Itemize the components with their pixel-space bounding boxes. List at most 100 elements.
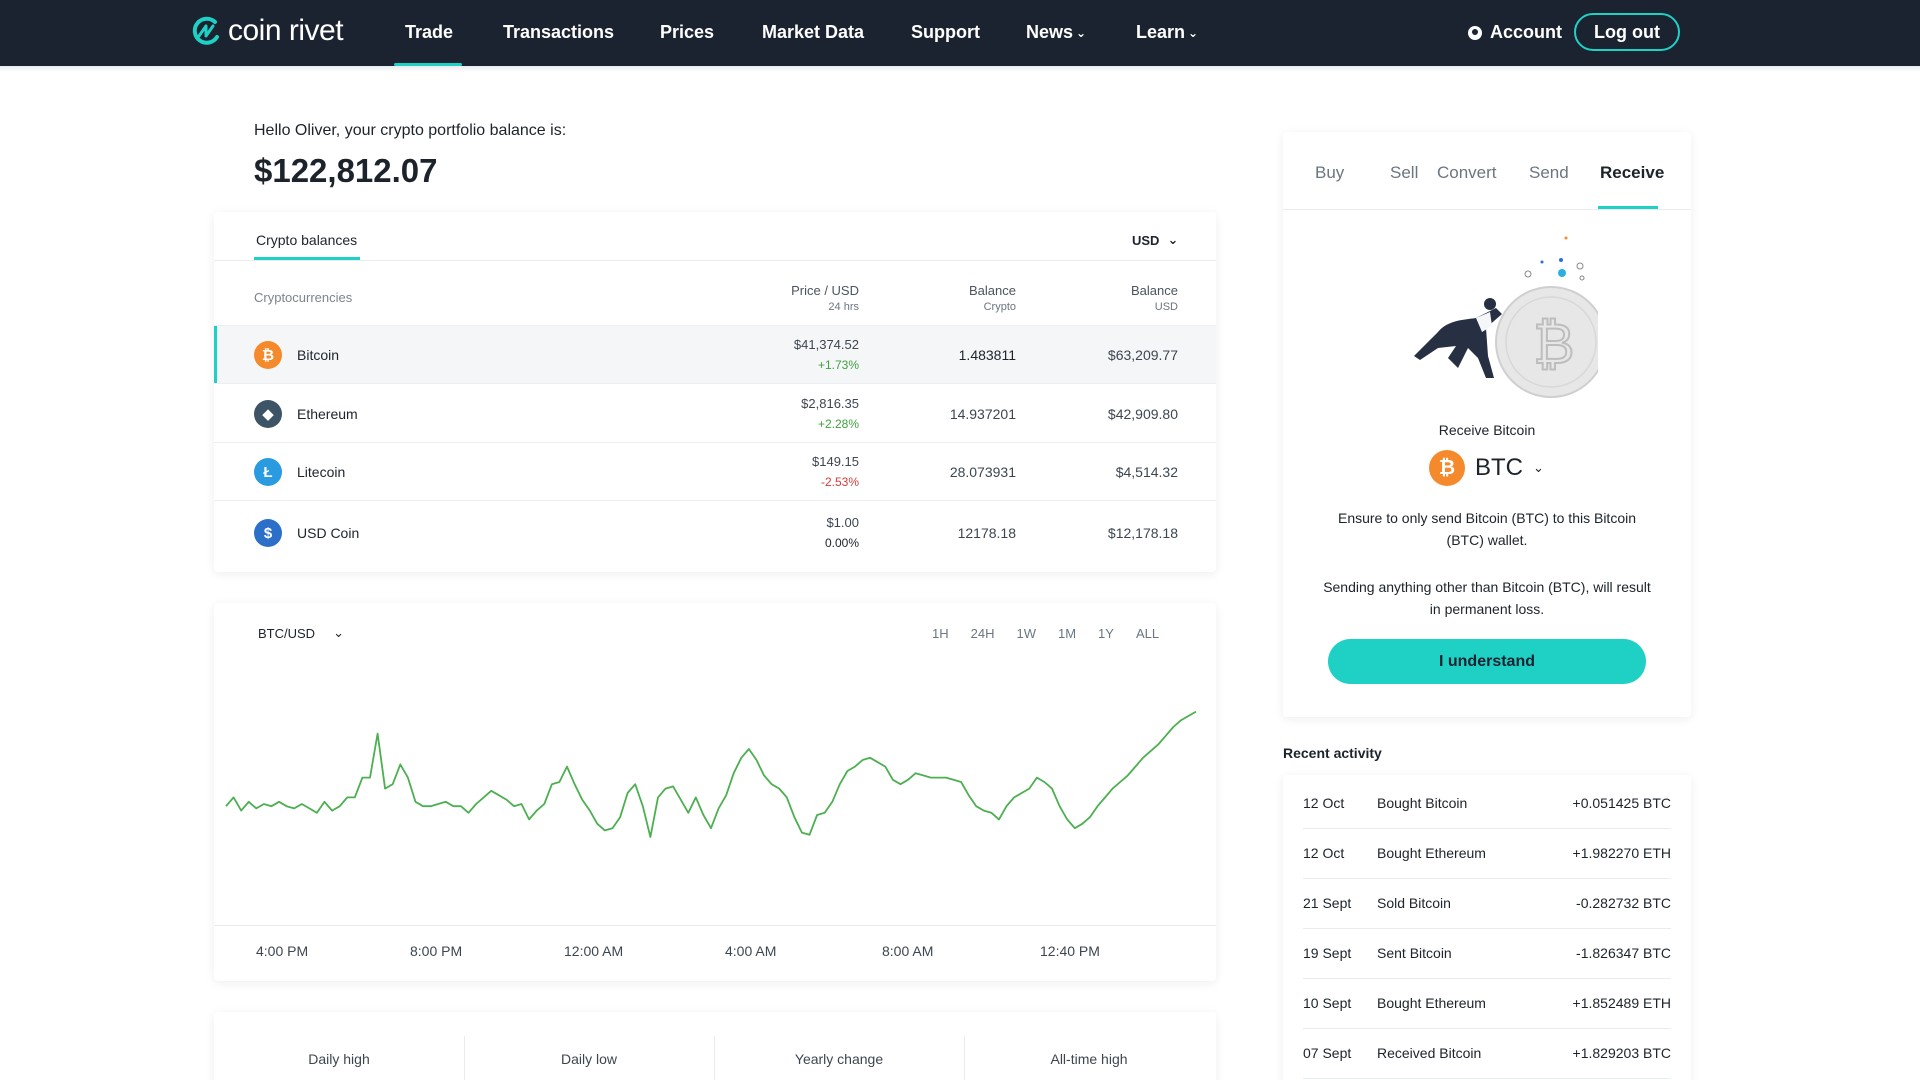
currency-select[interactable]: USD ⌄ (1132, 232, 1178, 248)
nav-market-data[interactable]: Market Data (762, 22, 865, 42)
tab-sell[interactable]: Sell (1390, 163, 1419, 182)
balance-row-ethereum[interactable]: ◆ Ethereum $2,816.35 +2.28% 14.937201 $42,909… (214, 383, 1216, 442)
nav-support[interactable]: Support (911, 22, 980, 42)
recent-activity-list: 12 Oct Bought Bitcoin +0.051425 BTC 12 Oct B… (1283, 775, 1691, 1080)
top-nav: coin rivet Trade Transactions Prices Mar… (0, 0, 1920, 66)
activity-amount: -1.826347 BTC (1576, 945, 1671, 961)
price-value: $149.15 (812, 454, 859, 469)
brand-logo[interactable]: coin rivet (190, 14, 344, 48)
tab-buy[interactable]: Buy (1315, 163, 1345, 182)
stat-all-time-high: All-time high (964, 1051, 1214, 1073)
activity-date: 21 Sept (1303, 895, 1352, 911)
x-tick-label: 8:00 AM (882, 943, 934, 959)
trade-panel: Buy Sell Convert Send Receive ₿ Receive … (1283, 132, 1691, 717)
balance-row-usd-coin[interactable]: $ USD Coin $1.00 0.00% 12178.18 $12,178.18 (214, 500, 1216, 564)
col-header-balance-crypto: Balance Crypto (969, 282, 1016, 316)
coin-name: Litecoin (297, 464, 346, 480)
range-tab-24h[interactable]: 24H (970, 626, 995, 641)
nav-trade[interactable]: Trade (405, 22, 454, 42)
balance-row-litecoin[interactable]: Ł Litecoin $149.15 -2.53% 28.073931 $4,514.32 (214, 442, 1216, 500)
nav-prices[interactable]: Prices (660, 22, 715, 42)
tab-send[interactable]: Send (1529, 163, 1569, 182)
divider (964, 1036, 965, 1080)
activity-row[interactable]: 10 Sept Bought Ethereum +1.852489 ETH (1303, 979, 1671, 1029)
activity-date: 10 Sept (1303, 995, 1352, 1011)
col-header-price: Price / USD 24 hrs (791, 282, 859, 316)
nav-news[interactable]: News ⌄ (1026, 22, 1086, 43)
balance-row-bitcoin[interactable]: ₿ Bitcoin $41,374.52 +1.73% 1.483811 $63,209.… (214, 325, 1216, 383)
nav-transactions[interactable]: Transactions (503, 22, 615, 42)
tab-active-indicator (254, 257, 360, 260)
chevron-down-icon: ⌄ (1188, 26, 1199, 40)
pair-value: BTC/USD (258, 625, 316, 641)
range-tab-1h[interactable]: 1H (932, 626, 949, 641)
portfolio-total: $122,812.07 (254, 152, 438, 189)
activity-amount: +1.829203 BTC (1572, 1045, 1671, 1061)
brand-name: coin rivet (228, 14, 344, 47)
stat-label: Daily low (560, 1051, 617, 1067)
nav-shadow (0, 66, 1920, 72)
col-header-usd-label: Balance (1131, 283, 1178, 298)
x-axis-line (214, 925, 1216, 926)
range-tab-1y[interactable]: 1Y (1098, 626, 1114, 641)
tab-active-indicator (1598, 206, 1658, 209)
crypto-balances-card: Crypto balances USD ⌄ Cryptocurrencies P… (214, 212, 1216, 572)
x-tick-label: 12:00 AM (564, 943, 624, 959)
col-header-price-label: Price / USD (791, 283, 859, 298)
account-link[interactable]: Account (1468, 22, 1562, 43)
tab-convert[interactable]: Convert (1437, 163, 1497, 182)
activity-row[interactable]: 12 Oct Bought Ethereum +1.982270 ETH (1303, 829, 1671, 879)
receive-bitcoin-illustration: ₿ (1414, 236, 1598, 398)
activity-description: Bought Ethereum (1377, 995, 1486, 1011)
activity-description: Bought Bitcoin (1377, 795, 1468, 811)
col-header-crypto-label: Balance (969, 283, 1016, 298)
activity-row[interactable]: 12 Oct Bought Bitcoin +0.051425 BTC (1303, 779, 1671, 829)
activity-amount: +1.982270 ETH (1572, 845, 1671, 861)
coin-select[interactable]: ₿ BTC ⌄ (1429, 450, 1544, 486)
currency-value: USD (1132, 232, 1160, 248)
range-tab-1w[interactable]: 1W (1016, 626, 1036, 641)
range-tab-1m[interactable]: 1M (1057, 626, 1077, 641)
price-value: $1.00 (826, 515, 859, 530)
activity-description: Received Bitcoin (1377, 1045, 1482, 1061)
divider (464, 1036, 465, 1080)
balance-usd: $12,178.18 (1107, 525, 1178, 541)
coin-price: $41,374.52 +1.73% (794, 335, 859, 375)
activity-description: Bought Ethereum (1377, 845, 1486, 861)
receive-title: Receive Bitcoin (1438, 422, 1536, 438)
logout-button[interactable]: Log out (1574, 13, 1680, 51)
col-header-balance-usd: Balance USD (1131, 282, 1178, 316)
tab-receive[interactable]: Receive (1600, 163, 1665, 182)
chevron-down-icon: ⌄ (1533, 460, 1544, 475)
nav-active-indicator (394, 63, 462, 66)
activity-description: Sent Bitcoin (1377, 945, 1452, 961)
nav-news-label: News (1026, 22, 1074, 42)
activity-row[interactable]: 21 Sept Sold Bitcoin -0.282732 BTC (1303, 879, 1671, 929)
activity-date: 07 Sept (1303, 1045, 1352, 1061)
tab-crypto-balances[interactable]: Crypto balances (256, 232, 358, 248)
stat-label: Daily high (308, 1051, 370, 1067)
nav-learn[interactable]: Learn ⌄ (1136, 22, 1198, 43)
activity-row[interactable]: 07 Sept Received Bitcoin +1.829203 BTC (1303, 1029, 1671, 1079)
balance-crypto: 12178.18 (957, 525, 1016, 541)
balance-crypto: 14.937201 (949, 405, 1016, 422)
stat-daily-low: Daily low (464, 1051, 714, 1073)
chevron-down-icon: ⌄ (1167, 232, 1179, 247)
activity-description: Sold Bitcoin (1377, 895, 1451, 911)
col-header-cryptocurrencies: Cryptocurrencies (254, 290, 353, 305)
balance-usd: $42,909.80 (1107, 405, 1178, 422)
coin-price: $149.15 -2.53% (812, 452, 859, 492)
understand-button[interactable]: I understand (1328, 639, 1646, 684)
activity-amount: +0.051425 BTC (1572, 795, 1671, 811)
stat-label: All-time high (1050, 1051, 1128, 1067)
activity-row[interactable]: 19 Sept Sent Bitcoin -1.826347 BTC (1303, 929, 1671, 979)
chevron-down-icon: ⌄ (333, 625, 344, 640)
account-label: Account (1490, 22, 1562, 42)
balance-usd: $63,209.77 (1107, 347, 1178, 363)
range-tab-all[interactable]: ALL (1135, 626, 1160, 641)
coin-name: Bitcoin (297, 347, 340, 363)
pair-select[interactable]: BTC/USD ⌄ (258, 625, 344, 641)
litecoin-icon: Ł (254, 458, 282, 486)
col-header-usd-sub: USD (1154, 301, 1178, 313)
usd-coin-icon: $ (254, 519, 282, 547)
